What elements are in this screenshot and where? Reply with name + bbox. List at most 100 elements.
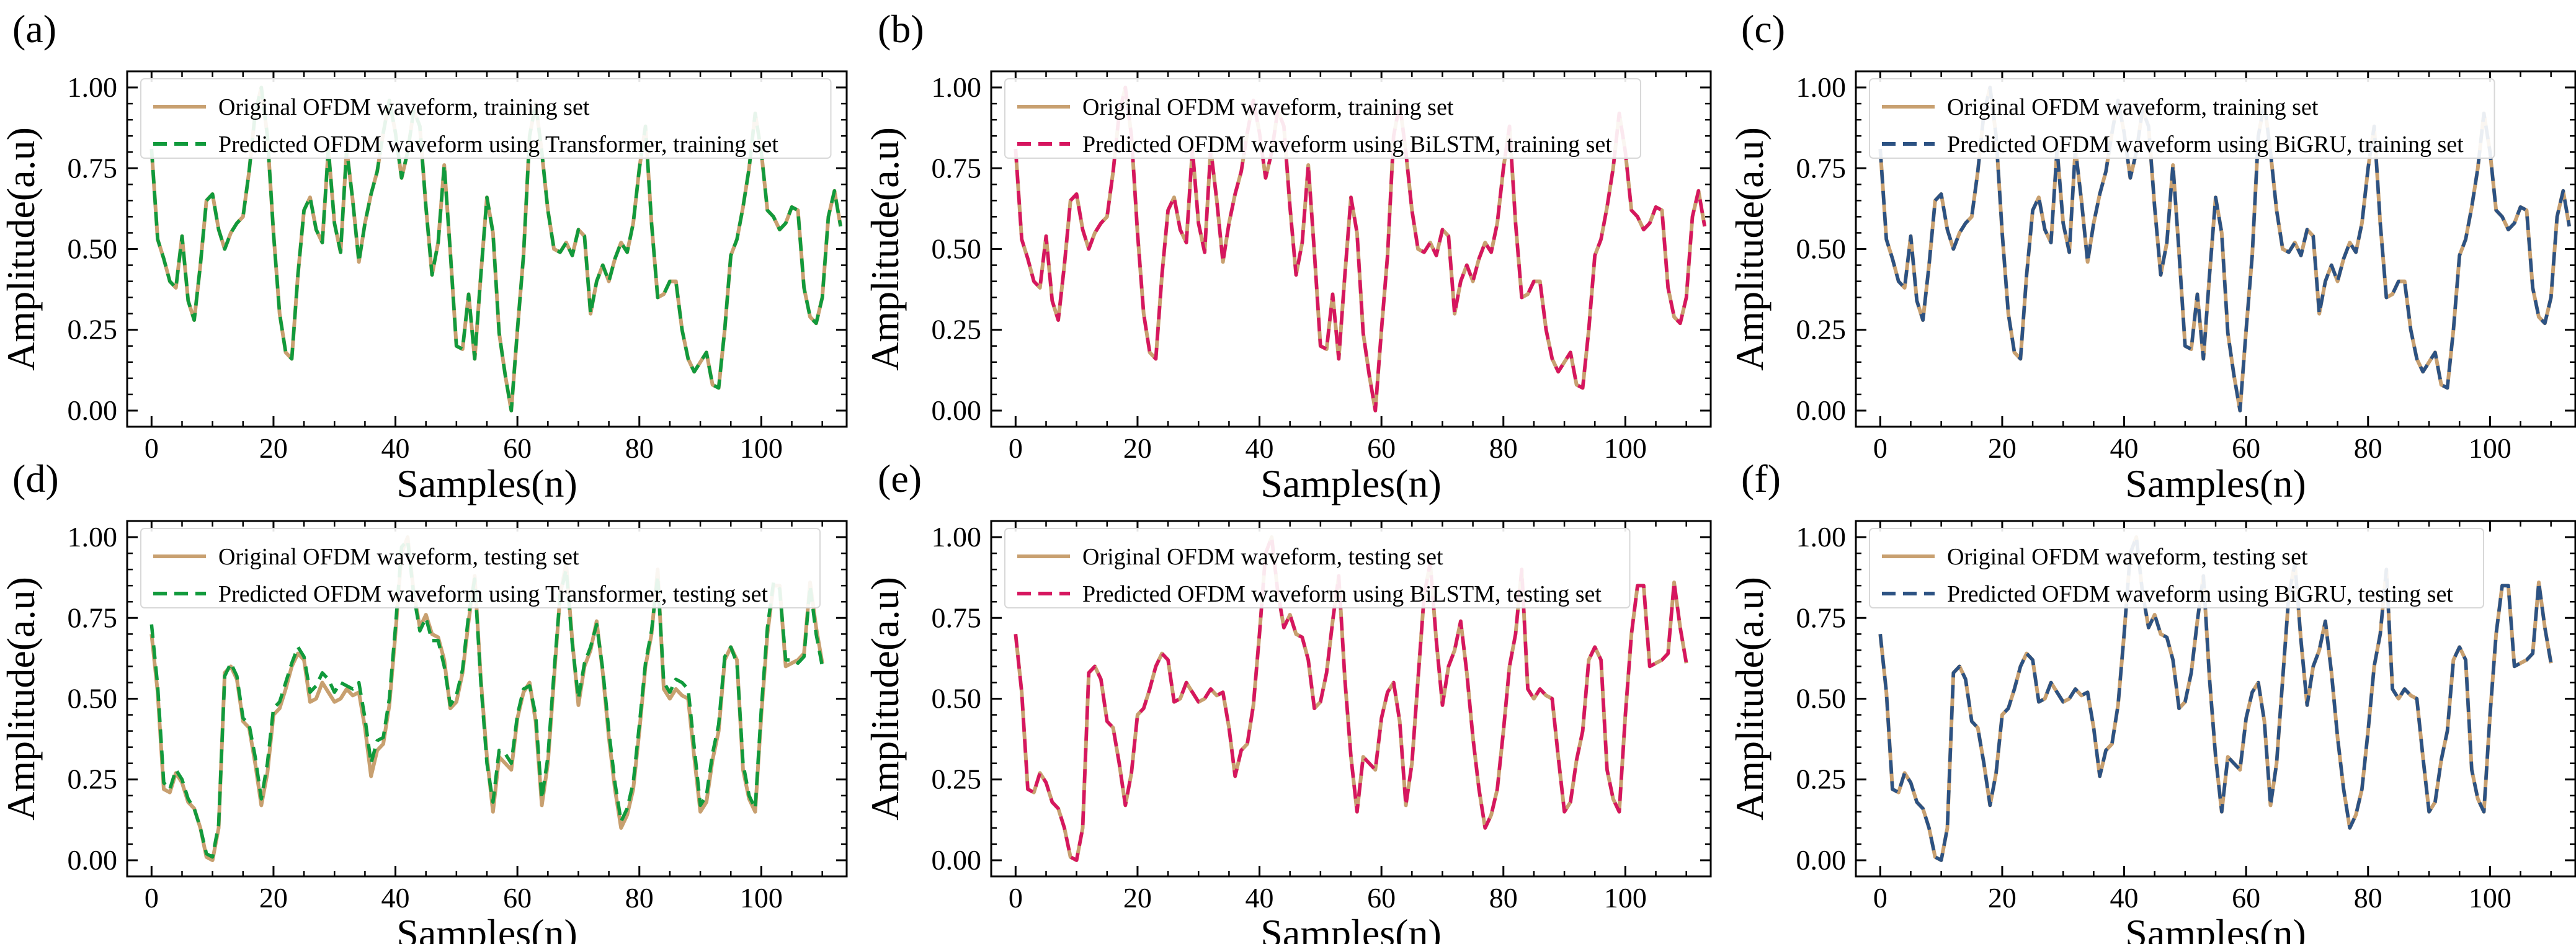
legend-label: Original OFDM waveform, testing set [218, 544, 579, 570]
x-tick-label: 20 [259, 882, 288, 914]
legend: Original OFDM waveform, testing set Predi… [1869, 528, 2484, 608]
plot-frame [126, 520, 848, 878]
y-tick-label: 0.50 [932, 683, 982, 715]
y-tick-label: 0.75 [1796, 602, 1847, 633]
x-tick-label: 60 [2232, 882, 2260, 914]
x-tick-label: 20 [1123, 432, 1152, 464]
x-tick-label: 40 [381, 882, 410, 914]
legend-box [1004, 528, 1631, 608]
x-tick-label: 60 [1367, 882, 1396, 914]
x-tick-label: 60 [2232, 432, 2260, 464]
legend-box [1869, 528, 2484, 608]
y-tick-label: 0.00 [1796, 844, 1847, 876]
x-tick-label: 80 [2354, 432, 2382, 464]
x-axis-title: Samples(n) [1260, 911, 1442, 944]
x-tick-label: 80 [1489, 432, 1518, 464]
y-tick-label: 0.00 [68, 844, 118, 876]
legend-label: Predicted OFDM waveform using BiLSTM, te… [1082, 581, 1602, 607]
y-tick-label: 0.50 [68, 683, 118, 715]
x-axis-title: Samples(n) [396, 911, 577, 944]
x-tick-label: 20 [1988, 882, 2017, 914]
x-tick-label: 0 [145, 882, 159, 914]
x-tick-label: 80 [1489, 882, 1518, 914]
y-tick-label: 1.00 [68, 71, 118, 103]
y-tick-label: 0.00 [1796, 394, 1847, 426]
panel-label: (f) [1741, 456, 1781, 501]
y-tick-label: 0.50 [1796, 233, 1847, 265]
y-tick-label: 0.25 [932, 764, 982, 795]
x-tick-label: 60 [503, 882, 532, 914]
y-axis-title: Amplitude(a.u) [1727, 127, 1772, 371]
plot-frame [126, 70, 848, 428]
legend-label: Original OFDM waveform, training set [1947, 94, 2319, 120]
panel-f: (f) 0 20 40 60 80 100 0.00 0.25 0.50 0.75 1.00 Sampl… [1727, 456, 2576, 944]
y-tick-label: 1.00 [1796, 71, 1847, 103]
x-axis-title: Samples(n) [1260, 461, 1442, 505]
y-tick-label: 0.00 [68, 394, 118, 426]
x-tick-label: 40 [2110, 882, 2139, 914]
x-tick-label: 80 [2354, 882, 2382, 914]
x-tick-label: 0 [1873, 882, 1887, 914]
legend: Original OFDM waveform, training set Pred… [1004, 78, 1641, 159]
x-tick-label: 0 [1873, 432, 1887, 464]
plot-frame [1855, 520, 2576, 878]
legend-label: Original OFDM waveform, training set [1082, 94, 1454, 120]
y-tick-label: 0.00 [932, 844, 982, 876]
y-tick-label: 0.25 [932, 314, 982, 345]
y-tick-label: 0.50 [1796, 683, 1847, 715]
x-tick-label: 0 [1009, 882, 1023, 914]
x-tick-label: 0 [1009, 432, 1023, 464]
legend-label: Predicted OFDM waveform using Transforme… [218, 131, 778, 158]
y-tick-label: 1.00 [932, 71, 982, 103]
legend-label: Predicted OFDM waveform using Transforme… [218, 581, 769, 607]
x-tick-label: 80 [625, 432, 654, 464]
x-tick-label: 20 [1123, 882, 1152, 914]
series-line-predicted [1878, 535, 2553, 862]
y-tick-label: 0.50 [68, 233, 118, 265]
legend-box [1004, 78, 1641, 159]
y-axis-title: Amplitude(a.u) [0, 127, 43, 371]
legend: Original OFDM waveform, training set Pred… [140, 78, 832, 159]
x-axis-title: Samples(n) [396, 461, 577, 505]
panel-label: (d) [12, 456, 59, 501]
legend-label: Original OFDM waveform, testing set [1947, 544, 2308, 570]
y-tick-label: 0.00 [932, 394, 982, 426]
panel-c: (c) 0 20 40 60 80 100 0.00 0.25 0.50 0.75 1.00 Sampl… [1727, 7, 2576, 505]
x-tick-label: 40 [381, 432, 410, 464]
x-tick-label: 100 [1604, 882, 1647, 914]
x-tick-label: 0 [145, 432, 159, 464]
y-tick-label: 0.75 [1796, 152, 1847, 184]
legend-label: Predicted OFDM waveform using BiGRU, tra… [1947, 131, 2464, 158]
y-axis-title: Amplitude(a.u) [863, 577, 907, 821]
x-axis-title: Samples(n) [2125, 911, 2306, 944]
y-tick-label: 0.25 [68, 314, 118, 345]
x-tick-label: 100 [740, 432, 783, 464]
y-tick-label: 0.75 [68, 152, 118, 184]
x-tick-label: 60 [503, 432, 532, 464]
legend-label: Predicted OFDM waveform using BiLSTM, tr… [1082, 131, 1612, 158]
y-tick-label: 0.25 [68, 764, 118, 795]
y-tick-label: 0.75 [932, 602, 982, 633]
x-tick-label: 100 [1604, 432, 1647, 464]
x-tick-label: 40 [1246, 882, 1274, 914]
x-tick-label: 100 [2469, 432, 2511, 464]
y-tick-label: 0.75 [932, 152, 982, 184]
panel-a: (a) 0 20 40 60 80 100 0.00 0.25 0.50 0.75 1.00 Sampl… [0, 7, 848, 505]
x-tick-label: 100 [740, 882, 783, 914]
x-tick-label: 60 [1367, 432, 1396, 464]
y-tick-label: 0.25 [1796, 314, 1847, 345]
y-tick-label: 0.75 [68, 602, 118, 633]
x-axis-title: Samples(n) [2125, 461, 2306, 505]
legend-box [1869, 78, 2495, 159]
legend: Original OFDM waveform, testing set Predi… [140, 528, 821, 608]
legend-box [140, 528, 821, 608]
panel-label: (a) [12, 7, 56, 51]
y-axis-title: Amplitude(a.u) [0, 577, 43, 821]
panel-b: (b) 0 20 40 60 80 100 0.00 0.25 0.50 0.75 1.00 Sampl… [863, 7, 1712, 505]
y-tick-label: 1.00 [68, 521, 118, 553]
panel-label: (c) [1741, 7, 1785, 51]
plot-frame [1855, 70, 2576, 428]
series-line-predicted [1014, 535, 1688, 862]
x-tick-label: 100 [2469, 882, 2511, 914]
